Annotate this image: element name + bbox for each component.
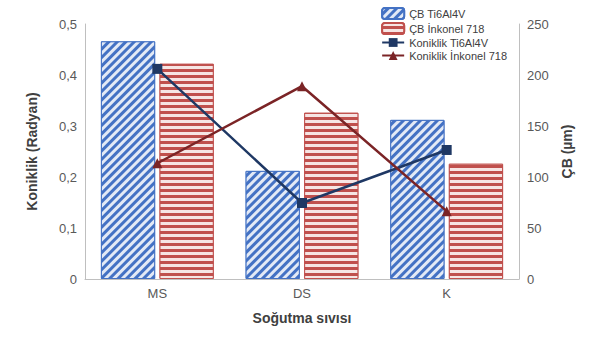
svg-text:0,1: 0,1: [59, 221, 77, 236]
svg-text:Koniklik (Radyan): Koniklik (Radyan): [24, 92, 40, 210]
svg-text:100: 100: [527, 170, 549, 185]
svg-text:0: 0: [527, 272, 534, 287]
svg-text:0,5: 0,5: [59, 17, 77, 32]
svg-text:150: 150: [527, 119, 549, 134]
svg-text:0,4: 0,4: [59, 68, 77, 83]
svg-text:ÇB (µm): ÇB (µm): [559, 125, 575, 179]
svg-text:250: 250: [527, 17, 549, 32]
svg-text:ÇB Ti6Al4V: ÇB Ti6Al4V: [409, 8, 466, 20]
svg-text:Koniklik Ti6Al4V: Koniklik Ti6Al4V: [409, 37, 489, 49]
svg-text:0: 0: [70, 272, 77, 287]
svg-text:50: 50: [527, 221, 541, 236]
svg-text:0,2: 0,2: [59, 170, 77, 185]
svg-text:0,3: 0,3: [59, 119, 77, 134]
svg-text:Soğutma sıvısı: Soğutma sıvısı: [253, 310, 352, 326]
svg-text:K: K: [442, 286, 451, 301]
svg-text:MS: MS: [148, 286, 168, 301]
svg-text:Koniklik İnkonel 718: Koniklik İnkonel 718: [409, 50, 507, 62]
svg-text:DS: DS: [293, 286, 311, 301]
svg-text:ÇB İnkonel 718: ÇB İnkonel 718: [409, 23, 484, 35]
svg-text:200: 200: [527, 68, 549, 83]
